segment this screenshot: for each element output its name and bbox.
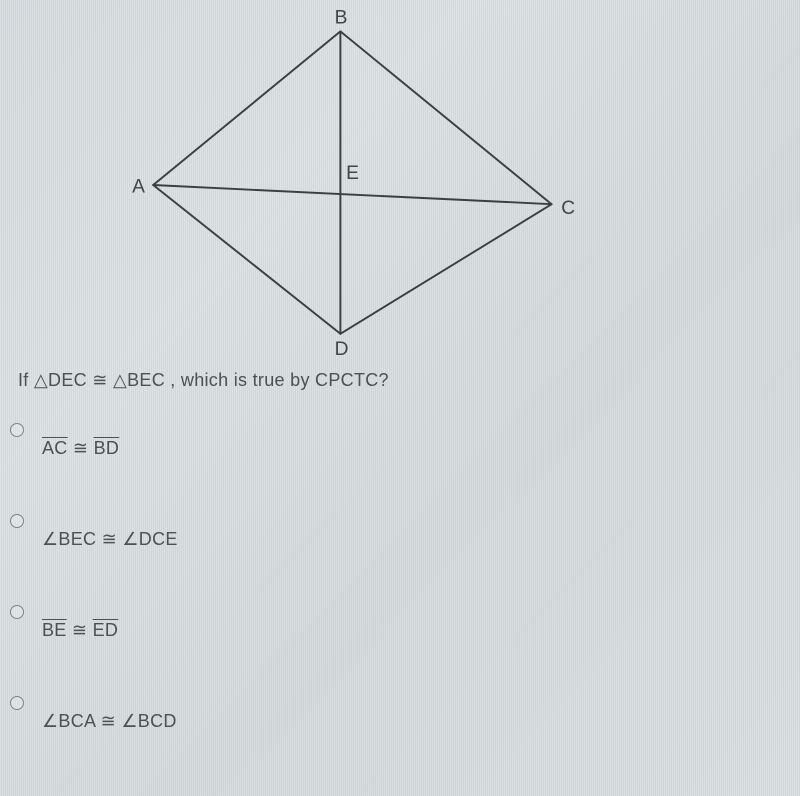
question-text: If △DEC ≅ △BEC , which is true by CPCTC? xyxy=(18,370,389,391)
q-tri2: △BEC xyxy=(113,370,165,390)
svg-text:A: A xyxy=(132,177,145,198)
svg-text:E: E xyxy=(346,163,359,184)
radio-icon[interactable] xyxy=(10,423,24,437)
kite-diagram: A B C D E xyxy=(110,10,590,360)
svg-text:C: C xyxy=(561,198,575,219)
answer-options: AC ≅ BD ∠BEC ≅ ∠DCE BE ≅ ED ∠BCA ≅ ∠BCD xyxy=(10,420,770,784)
q-mid: ≅ xyxy=(87,370,113,390)
option-d-text: ∠BCA ≅ ∠BCD xyxy=(42,711,177,732)
option-b[interactable]: ∠BEC ≅ ∠DCE xyxy=(10,511,770,550)
svg-text:B: B xyxy=(335,10,348,29)
radio-icon[interactable] xyxy=(10,605,24,619)
option-c-text: BE ≅ ED xyxy=(42,620,118,641)
option-a[interactable]: AC ≅ BD xyxy=(10,420,770,459)
option-d[interactable]: ∠BCA ≅ ∠BCD xyxy=(10,693,770,732)
option-c[interactable]: BE ≅ ED xyxy=(10,602,770,641)
q-prefix: If xyxy=(18,370,34,390)
svg-text:D: D xyxy=(335,339,349,360)
option-a-text: AC ≅ BD xyxy=(42,438,119,459)
radio-icon[interactable] xyxy=(10,514,24,528)
option-b-text: ∠BEC ≅ ∠DCE xyxy=(42,529,178,550)
q-tri1: △DEC xyxy=(34,370,87,390)
radio-icon[interactable] xyxy=(10,696,24,710)
q-suffix: , which is true by CPCTC? xyxy=(165,370,389,390)
